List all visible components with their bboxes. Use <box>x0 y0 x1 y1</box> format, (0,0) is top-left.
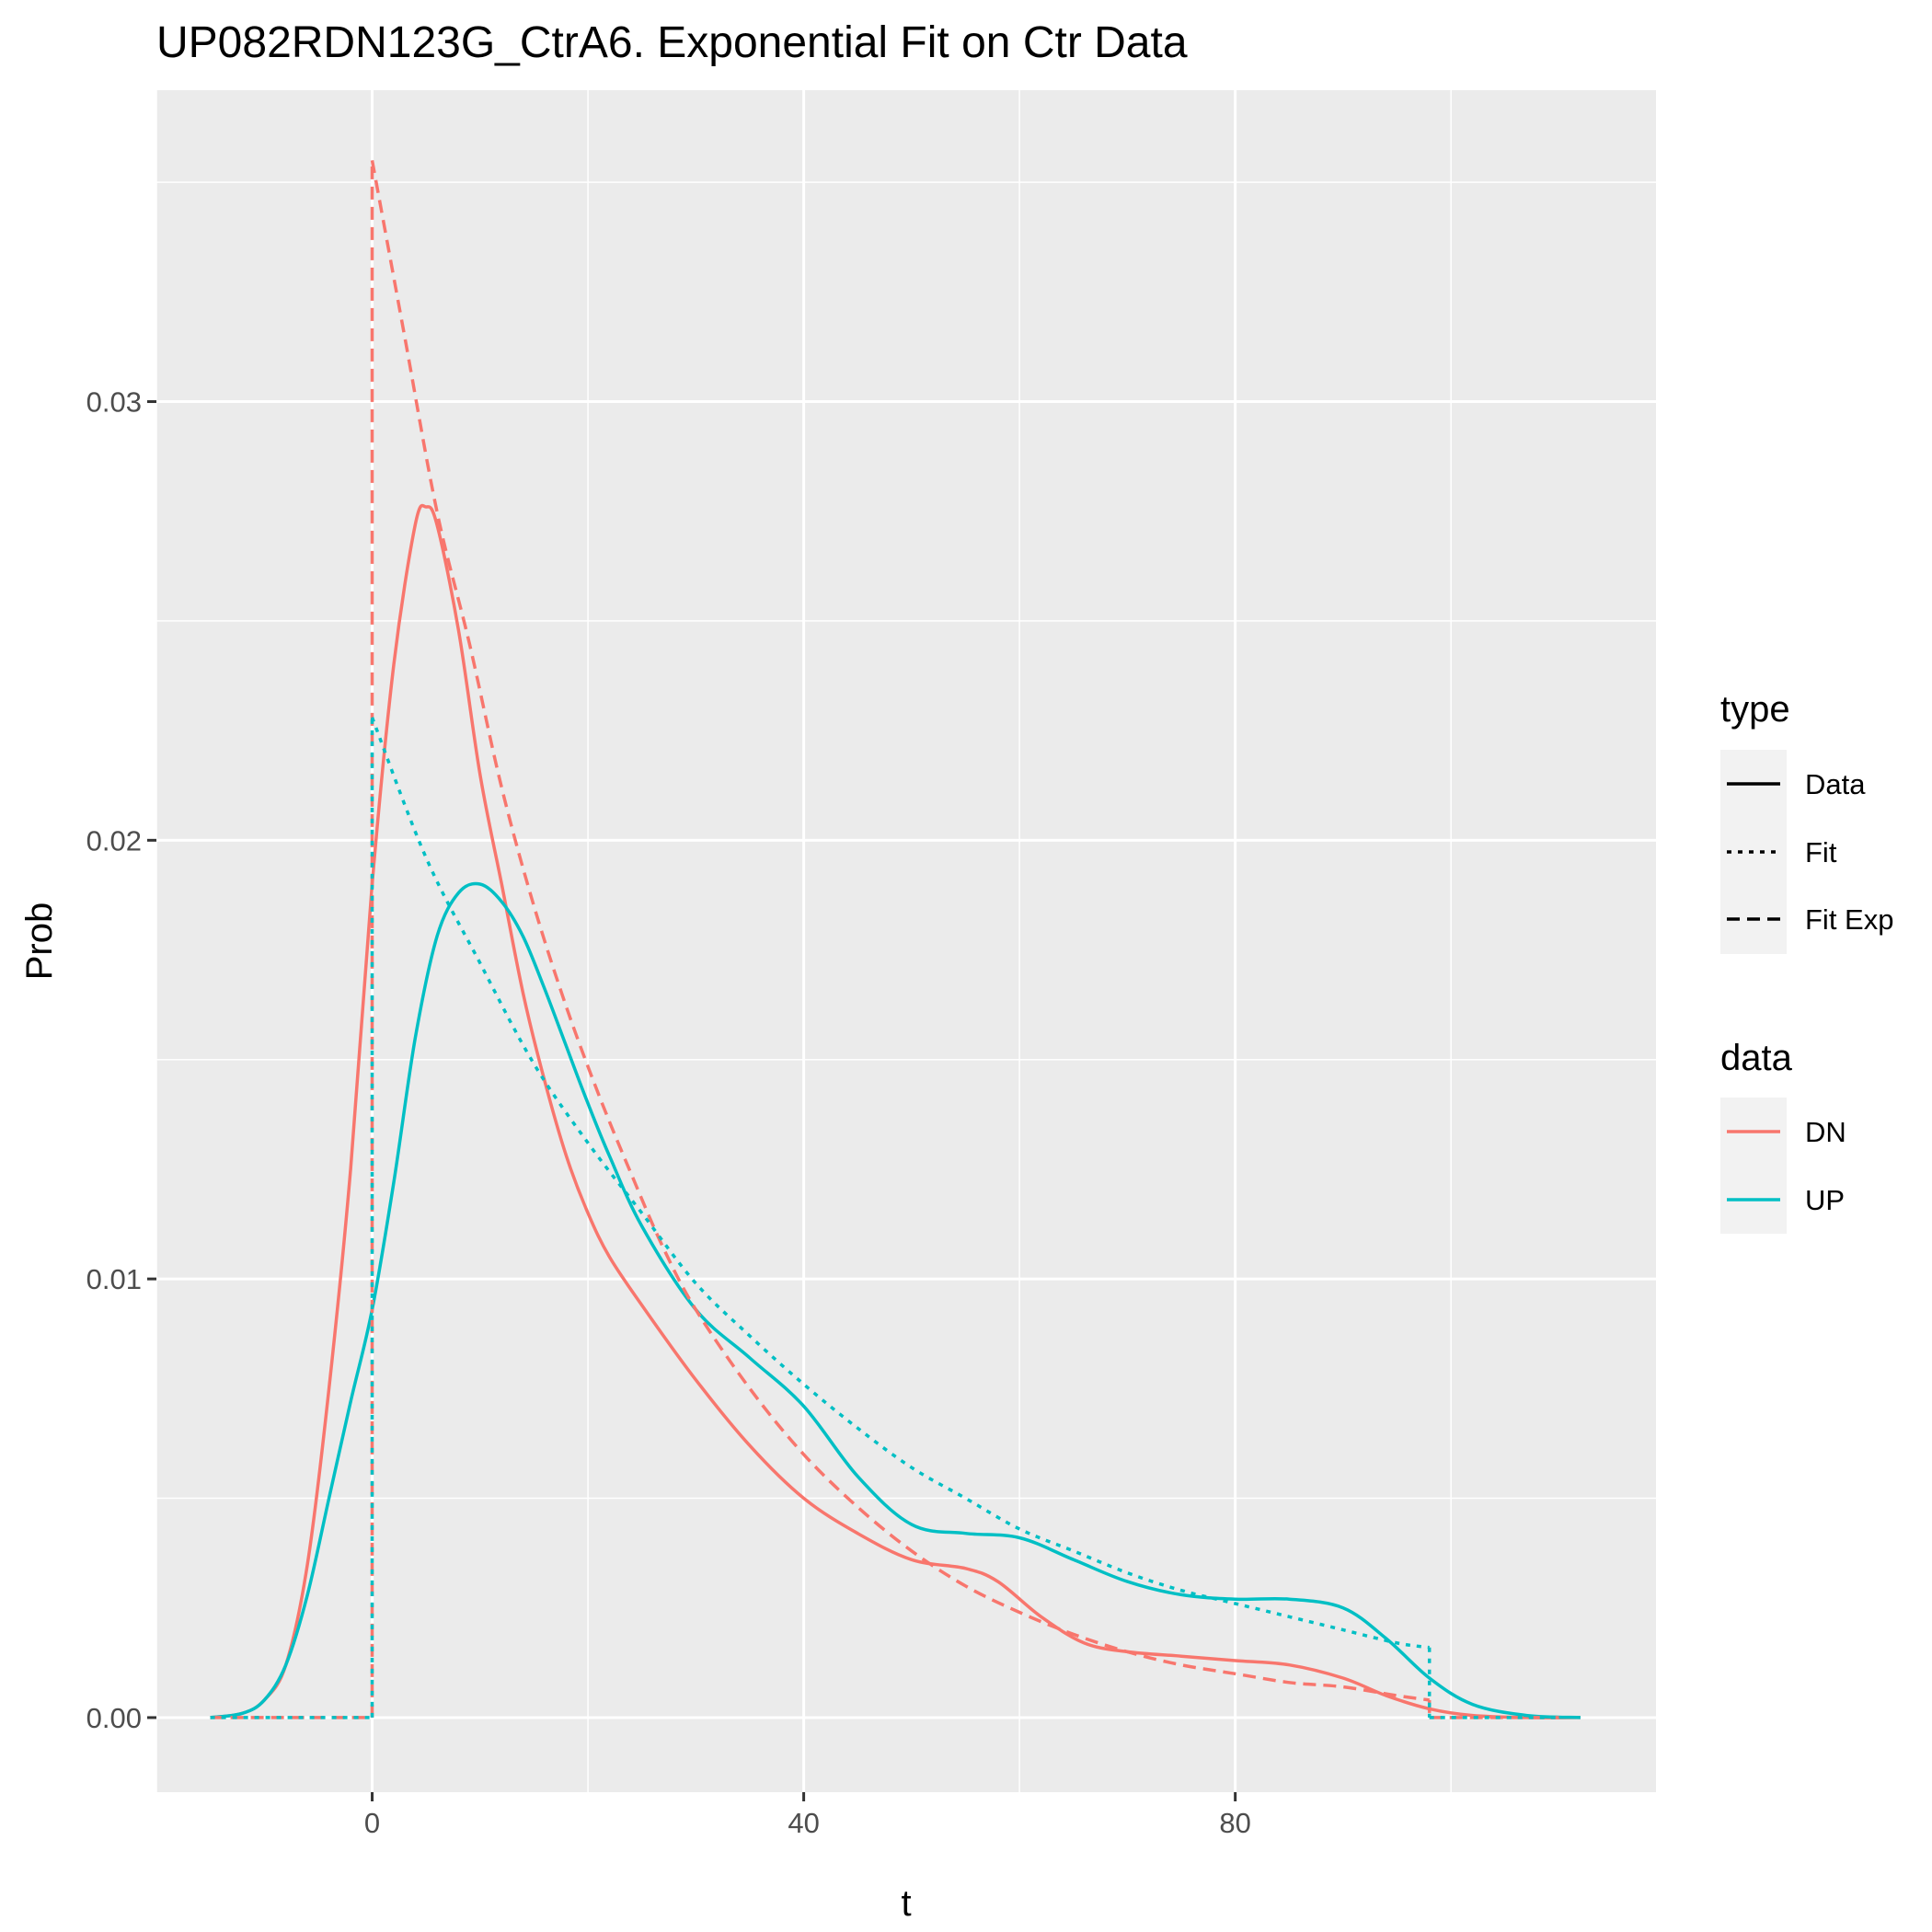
y-axis: 0.00 0.01 0.02 0.03 <box>86 386 156 1734</box>
y-tick-label: 0.00 <box>86 1702 142 1734</box>
series-dn-data-line <box>210 503 1581 1719</box>
chart-title: UP082RDN123G_CtrA6. Exponential Fit on C… <box>156 18 1188 67</box>
series-layer <box>210 159 1581 1719</box>
x-tick-label: 0 <box>364 1807 380 1839</box>
x-axis-title: t <box>901 1883 911 1924</box>
plot-panel <box>156 90 1656 1792</box>
x-tick-label: 80 <box>1219 1807 1250 1839</box>
series-dn-fit-exp-line <box>210 159 1559 1719</box>
y-axis-title: Prob <box>19 903 60 981</box>
y-tick-label: 0.03 <box>86 386 142 419</box>
legend-label-fit: Fit <box>1805 836 1837 868</box>
y-tick-label: 0.02 <box>86 824 142 857</box>
series-up-fit-line <box>210 717 1559 1719</box>
x-axis: 0 40 80 <box>364 1792 1251 1839</box>
legend-label-fit-exp: Fit Exp <box>1805 903 1893 936</box>
legend-data-keys <box>1720 1098 1787 1234</box>
legend-label-dn: DN <box>1805 1116 1846 1148</box>
x-tick-label: 40 <box>788 1807 819 1839</box>
legend-label-up: UP <box>1805 1184 1845 1216</box>
legend: type Data Fit Fit Exp data DN UP <box>1720 689 1893 1234</box>
series-up-data-line <box>210 881 1581 1719</box>
grid-minor <box>155 90 1656 1792</box>
y-tick-label: 0.01 <box>86 1263 142 1295</box>
legend-type-title: type <box>1720 689 1790 730</box>
legend-data-title: data <box>1720 1038 1793 1078</box>
legend-label-data: Data <box>1805 768 1866 800</box>
